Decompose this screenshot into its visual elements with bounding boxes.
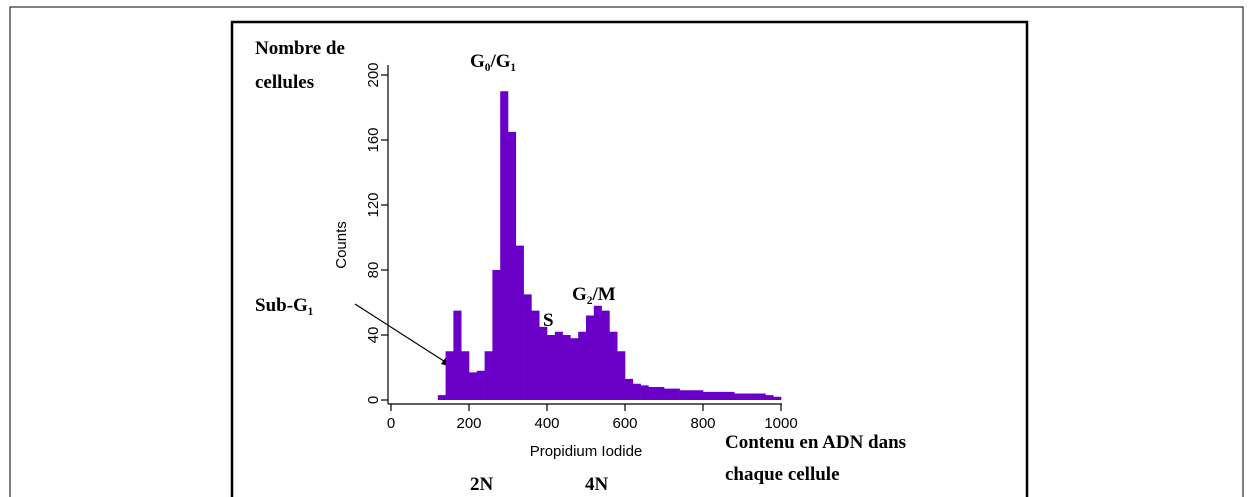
bar xyxy=(734,393,743,400)
bar xyxy=(531,310,540,400)
bar xyxy=(617,351,626,400)
bar xyxy=(578,331,587,400)
peak-label: Sub-G₁ xyxy=(255,295,314,316)
x-tick-label: 0 xyxy=(387,415,395,432)
bar xyxy=(500,91,509,400)
bar xyxy=(570,338,579,400)
annotation-arrow xyxy=(354,303,451,366)
bar xyxy=(648,387,657,400)
bar xyxy=(484,351,493,400)
bar xyxy=(749,393,758,400)
bar xyxy=(632,383,641,400)
x-tick-label: 600 xyxy=(612,415,637,432)
bar xyxy=(547,335,556,400)
bar xyxy=(554,331,563,400)
bar xyxy=(726,391,735,400)
y-tick-label: 0 xyxy=(365,396,382,404)
bar xyxy=(671,388,680,400)
x-annotation: chaque cellule xyxy=(725,464,840,485)
bar xyxy=(625,378,634,400)
y-tick-label: 160 xyxy=(365,127,382,152)
bar xyxy=(469,372,478,400)
bar xyxy=(695,390,704,400)
peak-label: G₀/G₁ xyxy=(470,51,516,72)
bar xyxy=(718,391,727,400)
bar xyxy=(679,390,688,400)
bar xyxy=(445,351,454,400)
y-annotation: Nombre de xyxy=(255,38,345,59)
bar xyxy=(703,391,712,400)
bar xyxy=(640,385,649,400)
bar xyxy=(562,335,571,400)
bar xyxy=(586,315,595,400)
bar xyxy=(710,391,719,400)
ploidy-label: 2N xyxy=(470,474,494,495)
bar xyxy=(687,390,696,400)
inner-frame xyxy=(230,20,1029,497)
bar xyxy=(656,387,665,400)
x-axis-label: Propidium Iodide xyxy=(530,443,643,460)
bar xyxy=(765,395,774,400)
x-annotation: Contenu en ADN dans xyxy=(725,432,906,453)
bar xyxy=(664,388,673,400)
bar xyxy=(523,294,532,400)
y-tick-label: 40 xyxy=(365,327,382,344)
y-tick-label: 120 xyxy=(365,192,382,217)
outer-frame xyxy=(9,6,1244,497)
y-tick-label: 200 xyxy=(365,62,382,87)
bar xyxy=(609,331,618,400)
x-tick-label: 1000 xyxy=(764,415,797,432)
x-tick-label: 800 xyxy=(690,415,715,432)
x-tick-label: 200 xyxy=(456,415,481,432)
bar xyxy=(461,351,470,400)
bar xyxy=(437,395,446,400)
y-tick-label: 80 xyxy=(365,262,382,279)
ploidy-label: 4N xyxy=(585,474,609,495)
bar xyxy=(508,131,517,400)
bar xyxy=(773,396,782,400)
bar xyxy=(476,370,485,400)
y-axis-label: Counts xyxy=(333,221,350,269)
x-tick-label: 400 xyxy=(534,415,559,432)
bar xyxy=(593,305,602,400)
bar xyxy=(757,393,766,400)
bar xyxy=(492,270,501,400)
peak-label: S xyxy=(543,310,554,331)
y-annotation: cellules xyxy=(255,72,314,93)
bar xyxy=(539,326,548,400)
bar xyxy=(742,393,751,400)
peak-label: G₂/M xyxy=(572,284,616,305)
bar xyxy=(601,310,610,400)
bar xyxy=(453,310,462,400)
bar xyxy=(515,245,524,400)
